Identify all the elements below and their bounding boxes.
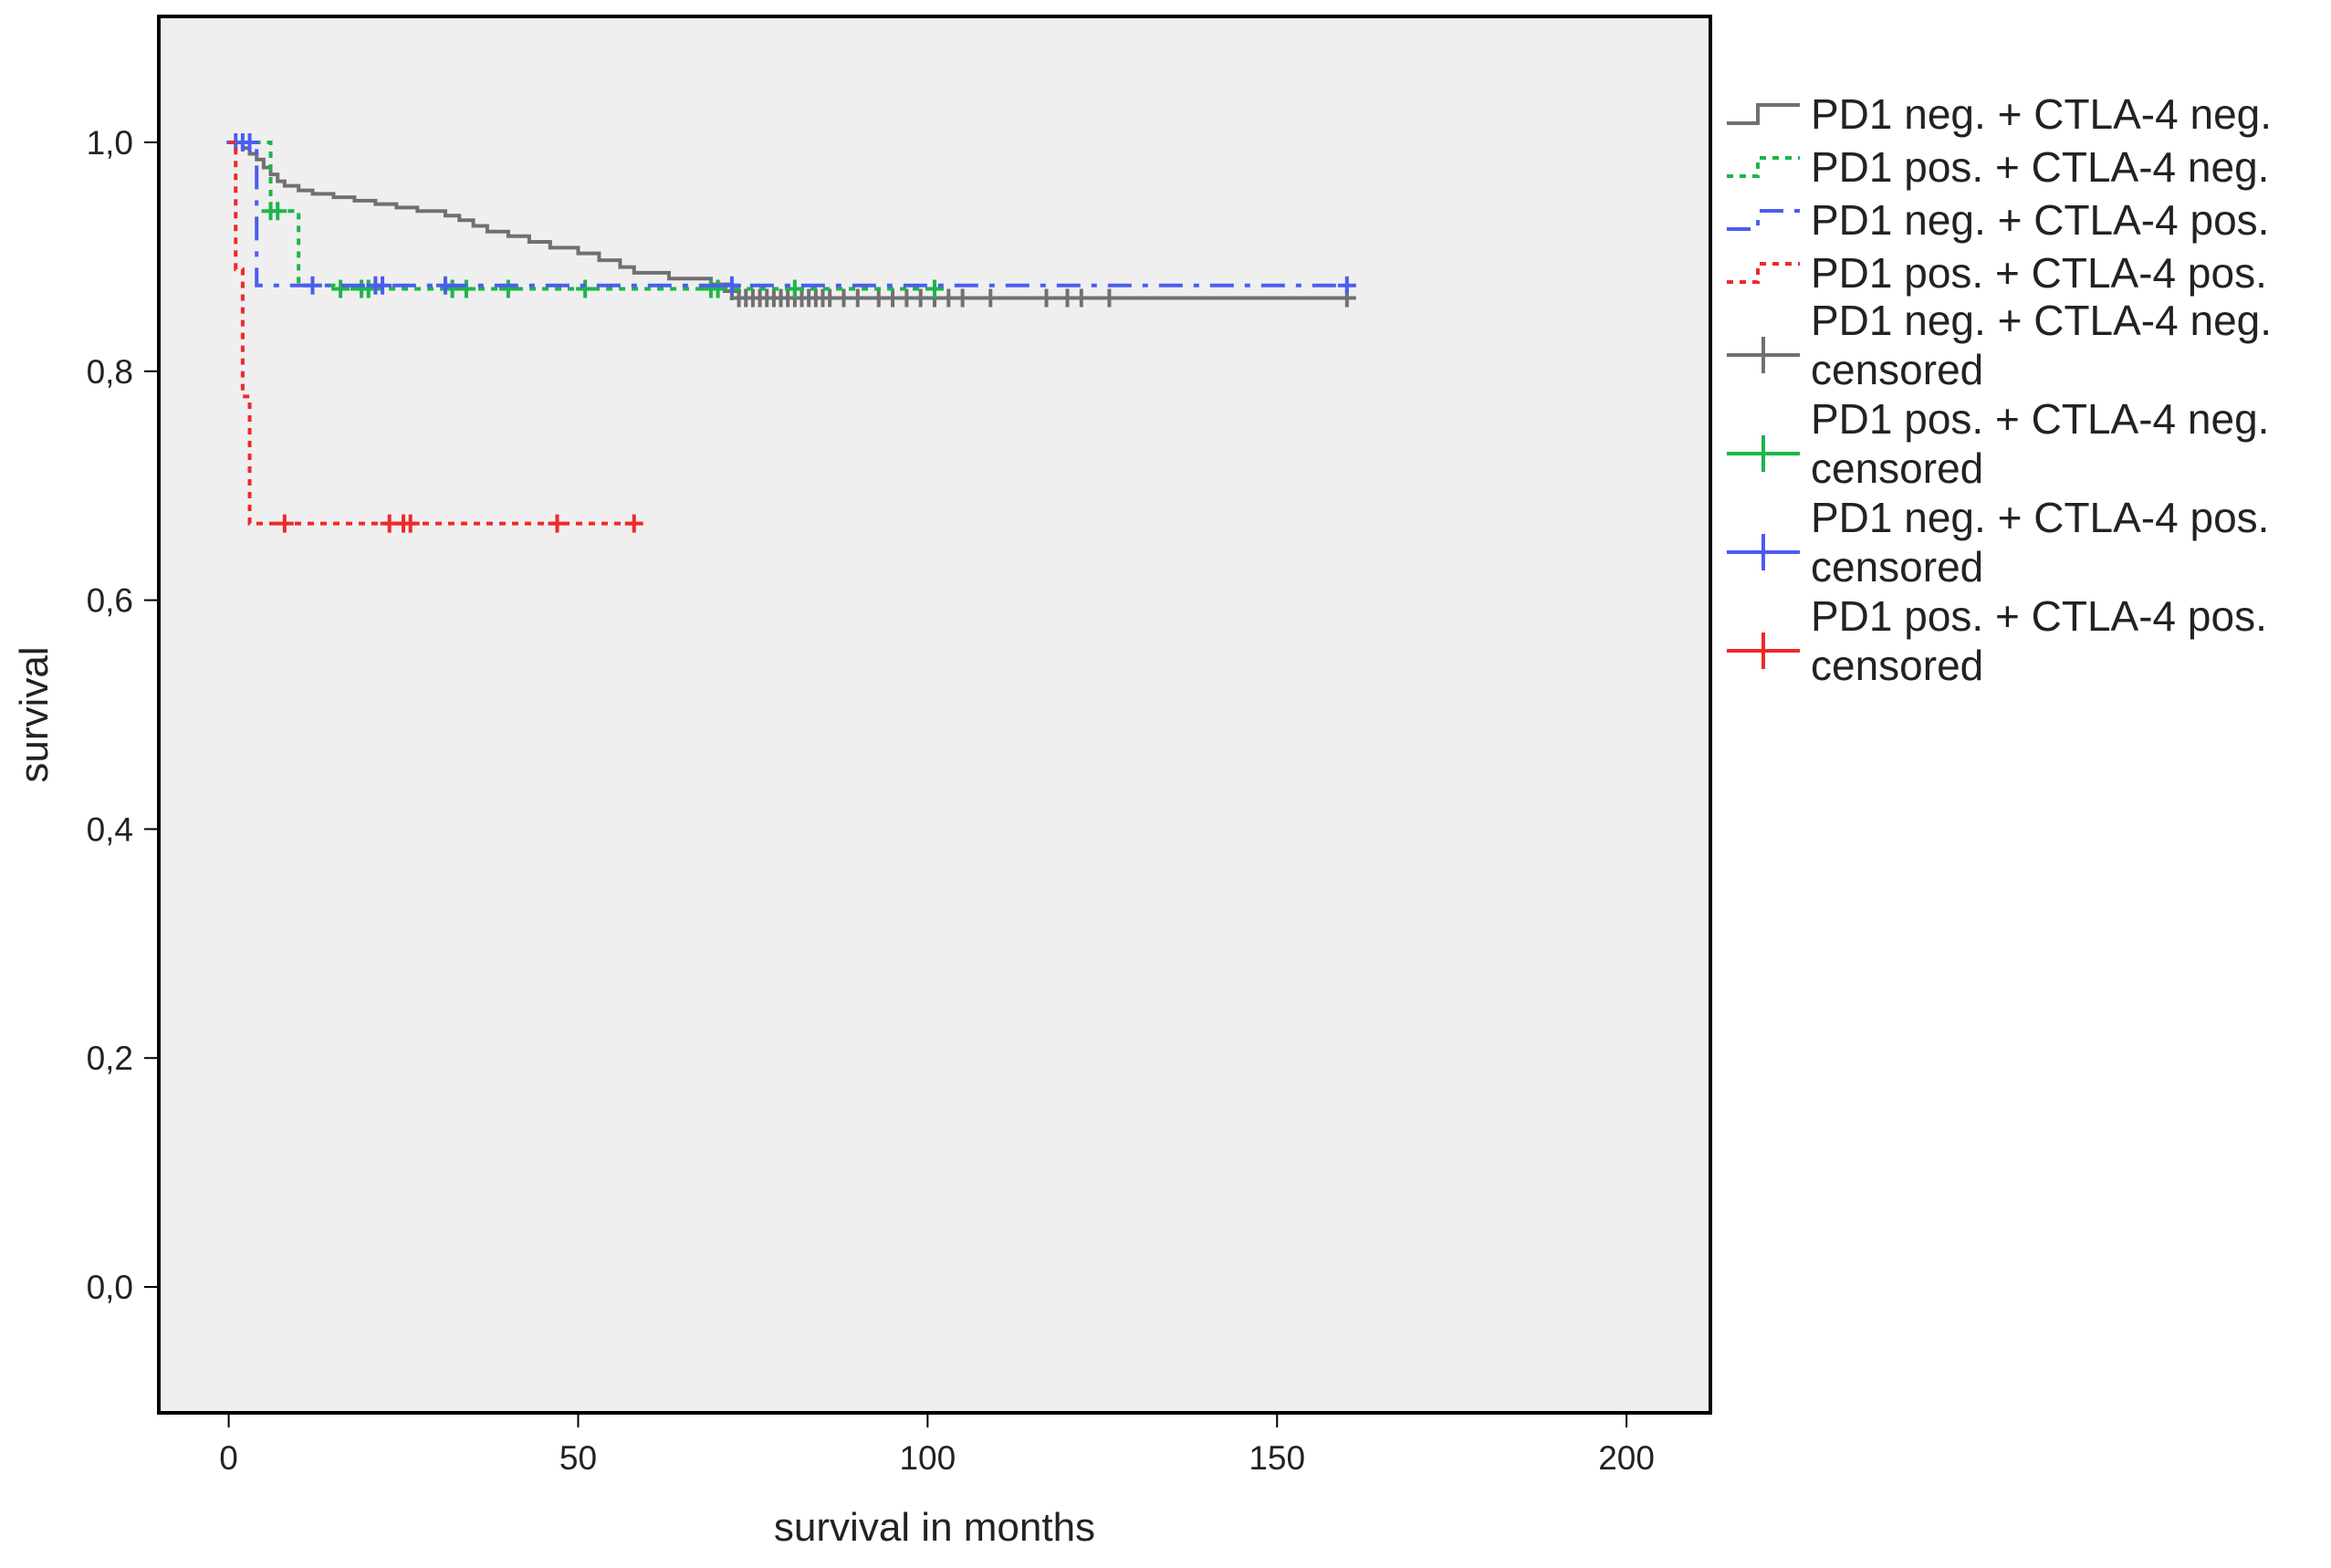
legend-item-6: PD1 pos. + CTLA-4 neg.censored — [1727, 395, 2269, 492]
legend-line-swatch — [1727, 103, 1800, 125]
legend-item-4: PD1 pos. + CTLA-4 pos. — [1727, 249, 2267, 297]
censor-mark-4 — [624, 514, 643, 533]
y-tick-label: 0,0 — [87, 1269, 133, 1306]
censor-mark-2 — [456, 279, 476, 298]
x-tick-label: 50 — [559, 1439, 597, 1477]
legend-cross-swatch — [1727, 534, 1800, 570]
censor-mark-1 — [953, 288, 972, 308]
series-line-4 — [228, 140, 634, 526]
legend-label-censored: censored — [1811, 444, 1983, 492]
censor-mark-1 — [848, 288, 867, 308]
legend-label-censored: censored — [1811, 346, 1983, 393]
legend-cross-swatch — [1727, 435, 1800, 472]
censor-mark-3 — [373, 276, 392, 295]
legend-line-swatch — [1727, 262, 1800, 284]
legend-item-5: PD1 neg. + CTLA-4 neg.censored — [1727, 297, 2272, 393]
x-tick-label: 0 — [219, 1439, 238, 1477]
censor-mark-1 — [1071, 288, 1091, 308]
axes-ticks: 0 50 100 150 200 0,0 0,2 0,4 0,6 0,8 1,0 — [87, 124, 1655, 1477]
legend-cross-swatch — [1727, 632, 1800, 669]
censor-mark-3 — [303, 276, 322, 295]
series-line-2 — [228, 140, 935, 291]
censor-mark-2 — [331, 279, 350, 298]
censor-mark-4 — [548, 514, 567, 533]
y-tick-label: 0,8 — [87, 353, 133, 391]
censor-mark-4 — [275, 514, 294, 533]
legend-label: PD1 neg. + CTLA-4 neg. — [1811, 297, 2272, 344]
censor-mark-1 — [1100, 288, 1119, 308]
y-tick-label: 0,6 — [87, 582, 133, 620]
censor-mark-2 — [498, 279, 517, 298]
censor-mark-1 — [981, 288, 1000, 308]
legend-label: PD1 neg. + CTLA-4 pos. — [1811, 196, 2269, 244]
legend-label: PD1 pos. + CTLA-4 neg. — [1811, 143, 2269, 191]
x-tick-label: 200 — [1598, 1439, 1655, 1477]
censor-mark-3 — [435, 276, 455, 295]
legend-label: PD1 neg. + CTLA-4 neg. — [1811, 90, 2272, 138]
legend: PD1 neg. + CTLA-4 neg.PD1 pos. + CTLA-4 … — [1727, 90, 2272, 689]
censor-mark-2 — [268, 202, 287, 221]
x-axis-title: survival in months — [774, 1505, 1095, 1550]
legend-label-censored: censored — [1811, 543, 1983, 591]
legend-line-swatch — [1727, 156, 1800, 178]
legend-item-7: PD1 neg. + CTLA-4 pos.censored — [1727, 494, 2269, 591]
y-tick-label: 1,0 — [87, 124, 133, 162]
legend-item-8: PD1 pos. + CTLA-4 pos.censored — [1727, 592, 2267, 689]
censor-mark-1 — [1037, 288, 1056, 308]
censor-mark-2 — [576, 279, 595, 298]
legend-label: PD1 pos. + CTLA-4 neg. — [1811, 395, 2269, 443]
series-line-1 — [228, 140, 1347, 300]
legend-label: PD1 pos. + CTLA-4 pos. — [1811, 249, 2267, 297]
censor-mark-4 — [401, 514, 420, 533]
y-axis-title: survival — [12, 646, 57, 782]
legend-line-swatch — [1727, 209, 1800, 231]
legend-item-2: PD1 pos. + CTLA-4 neg. — [1727, 143, 2269, 191]
series-layer — [226, 132, 1356, 533]
censor-mark-2 — [925, 279, 944, 298]
legend-label: PD1 neg. + CTLA-4 pos. — [1811, 494, 2269, 541]
legend-label-censored: censored — [1811, 642, 1983, 689]
x-tick-label: 100 — [899, 1439, 956, 1477]
censor-mark-3 — [240, 132, 259, 152]
censor-mark-3 — [1337, 276, 1356, 295]
legend-cross-swatch — [1727, 337, 1800, 373]
legend-item-1: PD1 neg. + CTLA-4 neg. — [1727, 90, 2272, 138]
legend-item-3: PD1 neg. + CTLA-4 pos. — [1727, 196, 2269, 244]
x-tick-label: 150 — [1249, 1439, 1305, 1477]
censor-mark-2 — [785, 279, 804, 298]
censor-mark-3 — [722, 276, 741, 295]
y-tick-label: 0,4 — [87, 810, 133, 848]
plot-area — [157, 15, 1712, 1415]
y-tick-label: 0,2 — [87, 1040, 133, 1077]
censor-mark-2 — [708, 279, 727, 298]
legend-label: PD1 pos. + CTLA-4 pos. — [1811, 592, 2267, 640]
